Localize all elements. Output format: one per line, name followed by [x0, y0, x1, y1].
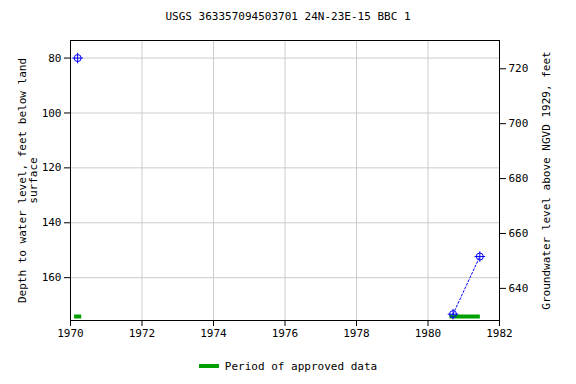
svg-text:680: 680: [509, 172, 529, 185]
svg-text:1974: 1974: [200, 327, 227, 340]
svg-text:1982: 1982: [486, 327, 513, 340]
svg-text:Groundwater level above NGVD 1: Groundwater level above NGVD 1929, feet: [540, 51, 553, 309]
svg-text:80: 80: [48, 52, 61, 65]
html-text:USGS 363357094503701 24N-23E-1: USGS 363357094503701 24N-23E-15 BBC 1: [165, 10, 411, 23]
svg-text:120: 120: [42, 161, 62, 174]
svg-text:160: 160: [42, 271, 62, 284]
svg-text:640: 640: [509, 282, 529, 295]
svg-text:660: 660: [509, 227, 529, 240]
svg-text:720: 720: [509, 62, 529, 75]
svg-text:1972: 1972: [129, 327, 156, 340]
svg-text:1976: 1976: [272, 327, 299, 340]
svg-text:1970: 1970: [57, 327, 84, 340]
svg-text:140: 140: [42, 216, 62, 229]
svg-text:1980: 1980: [415, 327, 442, 340]
svg-text:100: 100: [42, 106, 62, 119]
svg-text:700: 700: [509, 117, 529, 130]
svg-text:1978: 1978: [343, 327, 370, 340]
svg-text:Depth to water level, feet bel: Depth to water level, feet below landsur…: [16, 58, 40, 303]
html-text:Period of approved data: Period of approved data: [224, 359, 378, 373]
